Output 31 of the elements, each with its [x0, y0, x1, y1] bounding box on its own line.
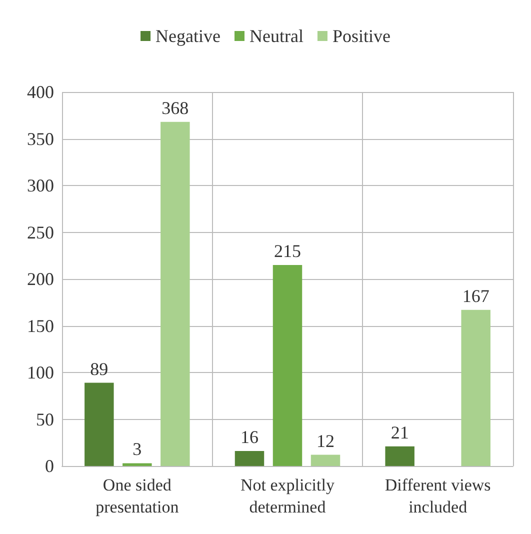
x-tick-label: One sided presentation	[96, 476, 180, 516]
bar	[84, 382, 114, 466]
data-label: 12	[316, 430, 334, 451]
data-label: 89	[90, 358, 108, 379]
y-tick-label: 350	[27, 128, 54, 149]
data-label: 16	[240, 427, 258, 448]
bar	[385, 446, 414, 466]
bar	[122, 463, 152, 466]
data-label: 3	[132, 439, 142, 460]
bar	[310, 454, 340, 466]
y-tick-label: 150	[27, 316, 54, 336]
x-tick-label: Different views included	[384, 476, 491, 516]
y-tick-label: 0	[45, 456, 54, 476]
data-label: 21	[390, 422, 409, 442]
data-label: 215	[274, 240, 301, 261]
legend-label: Neutral	[249, 26, 304, 46]
legend-label: Positive	[332, 26, 390, 46]
y-tick-label: 200	[27, 269, 54, 289]
bar	[160, 122, 190, 466]
legend-label: Negative	[156, 26, 221, 46]
x-tick-label: Not explicitly determined	[240, 476, 335, 516]
bar	[461, 310, 490, 466]
y-tick-label: 100	[27, 362, 54, 382]
bar	[272, 264, 302, 466]
bar	[234, 451, 264, 466]
y-tick-label: 50	[36, 409, 54, 430]
data-label: 368	[162, 98, 189, 118]
y-tick-label: 250	[27, 222, 54, 242]
y-tick-label: 300	[27, 176, 54, 196]
y-tick-label: 400	[27, 82, 54, 102]
data-label: 167	[462, 286, 490, 306]
